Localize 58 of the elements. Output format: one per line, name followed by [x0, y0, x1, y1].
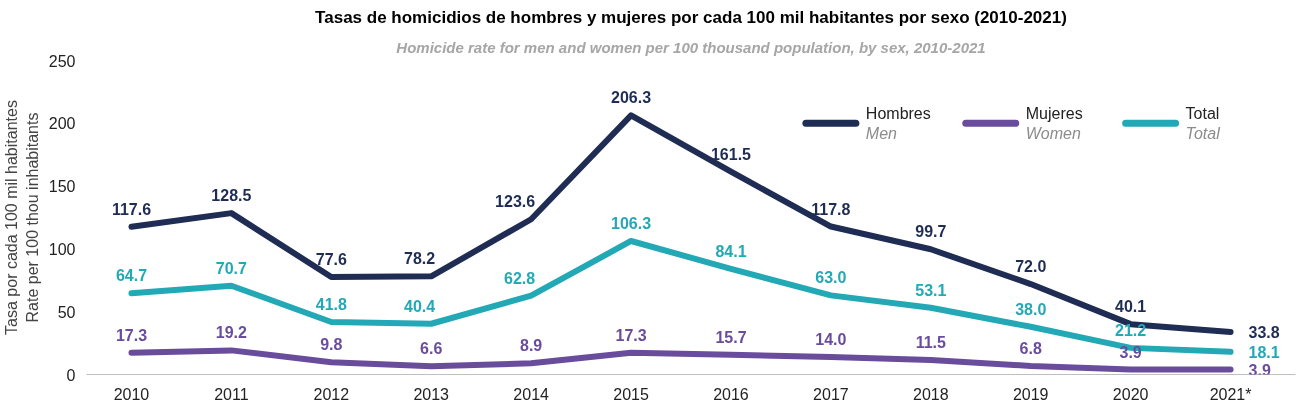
data-label: 9.8	[320, 336, 343, 354]
data-label: 161.5	[710, 145, 752, 163]
data-label: 62.8	[503, 269, 536, 287]
data-label: 77.6	[315, 251, 347, 269]
x-tick-label: 2020	[1112, 385, 1149, 403]
data-label: 123.6	[495, 193, 536, 211]
data-label: 117.8	[811, 200, 851, 218]
y-tick-label: 50	[57, 303, 76, 321]
data-label: 33.8	[1248, 324, 1280, 342]
y-tick-label: 150	[48, 178, 76, 196]
y-tick-label: 100	[48, 240, 76, 258]
data-label: 63.0	[815, 269, 847, 287]
data-label: 53.1	[915, 281, 947, 299]
data-label: 72.0	[1015, 258, 1047, 276]
x-tick-label: 2013	[413, 385, 450, 403]
x-tick-label: 2010	[113, 385, 150, 403]
data-label: 99.7	[915, 223, 947, 241]
data-label: 117.6	[111, 200, 152, 218]
data-label: 106.3	[611, 214, 652, 232]
data-label: 18.1	[1248, 343, 1280, 361]
y-tick-label: 0	[66, 366, 76, 384]
x-tick-label: 2019	[1012, 385, 1049, 403]
legend-label: Total Total	[1185, 104, 1221, 142]
data-label: 6.8	[1019, 339, 1042, 357]
data-label: 78.2	[404, 250, 436, 268]
data-label: 38.0	[1015, 300, 1047, 318]
data-label: 128.5	[211, 187, 252, 205]
data-label: 11.5	[915, 334, 947, 352]
x-tick-label: 2014	[513, 385, 550, 403]
data-label: 70.7	[215, 259, 248, 277]
data-label: 8.9	[520, 337, 543, 355]
data-label: 84.1	[715, 242, 747, 260]
data-label: 40.1	[1115, 298, 1147, 316]
y-tick-label: 250	[48, 52, 76, 70]
x-tick-label: 2012	[313, 385, 350, 403]
data-label: 19.2	[215, 324, 248, 342]
data-label: 21.2	[1115, 321, 1147, 339]
y-tick-label: 200	[48, 115, 76, 133]
x-tick-label: 2021*	[1209, 385, 1252, 403]
legend-label: Mujeres Women	[1025, 104, 1083, 142]
data-label: 41.8	[315, 296, 347, 313]
x-tick-label: 2015	[613, 385, 649, 403]
x-tick-label: 2011	[214, 385, 249, 403]
data-label: 17.3	[115, 326, 148, 344]
x-tick-label: 2018	[913, 385, 949, 403]
data-label: 14.0	[815, 330, 847, 348]
data-label: 64.7	[115, 267, 148, 285]
legend-label: Hombres Men	[865, 104, 931, 142]
x-tick-label: 2017	[813, 385, 849, 403]
x-tick-label: 2016	[713, 385, 749, 403]
data-label: 6.6	[420, 340, 443, 358]
data-label: 206.3	[611, 89, 652, 107]
chart-title: Tasas de homicidios de hombres y mujeres por cada 100 mil habitantes por sexo (2010-2021)	[315, 7, 1067, 27]
chart-subtitle: Homicide rate for men and women per 100 thousand population, by sex, 2010-2021	[396, 38, 986, 56]
data-label: 15.7	[715, 328, 747, 346]
data-label: 40.4	[404, 297, 436, 315]
data-label: 17.3	[615, 326, 647, 344]
y-axis-title: Tasa por cada 100 mil habitantes Rate per 100 thou inhabitants	[3, 100, 41, 335]
